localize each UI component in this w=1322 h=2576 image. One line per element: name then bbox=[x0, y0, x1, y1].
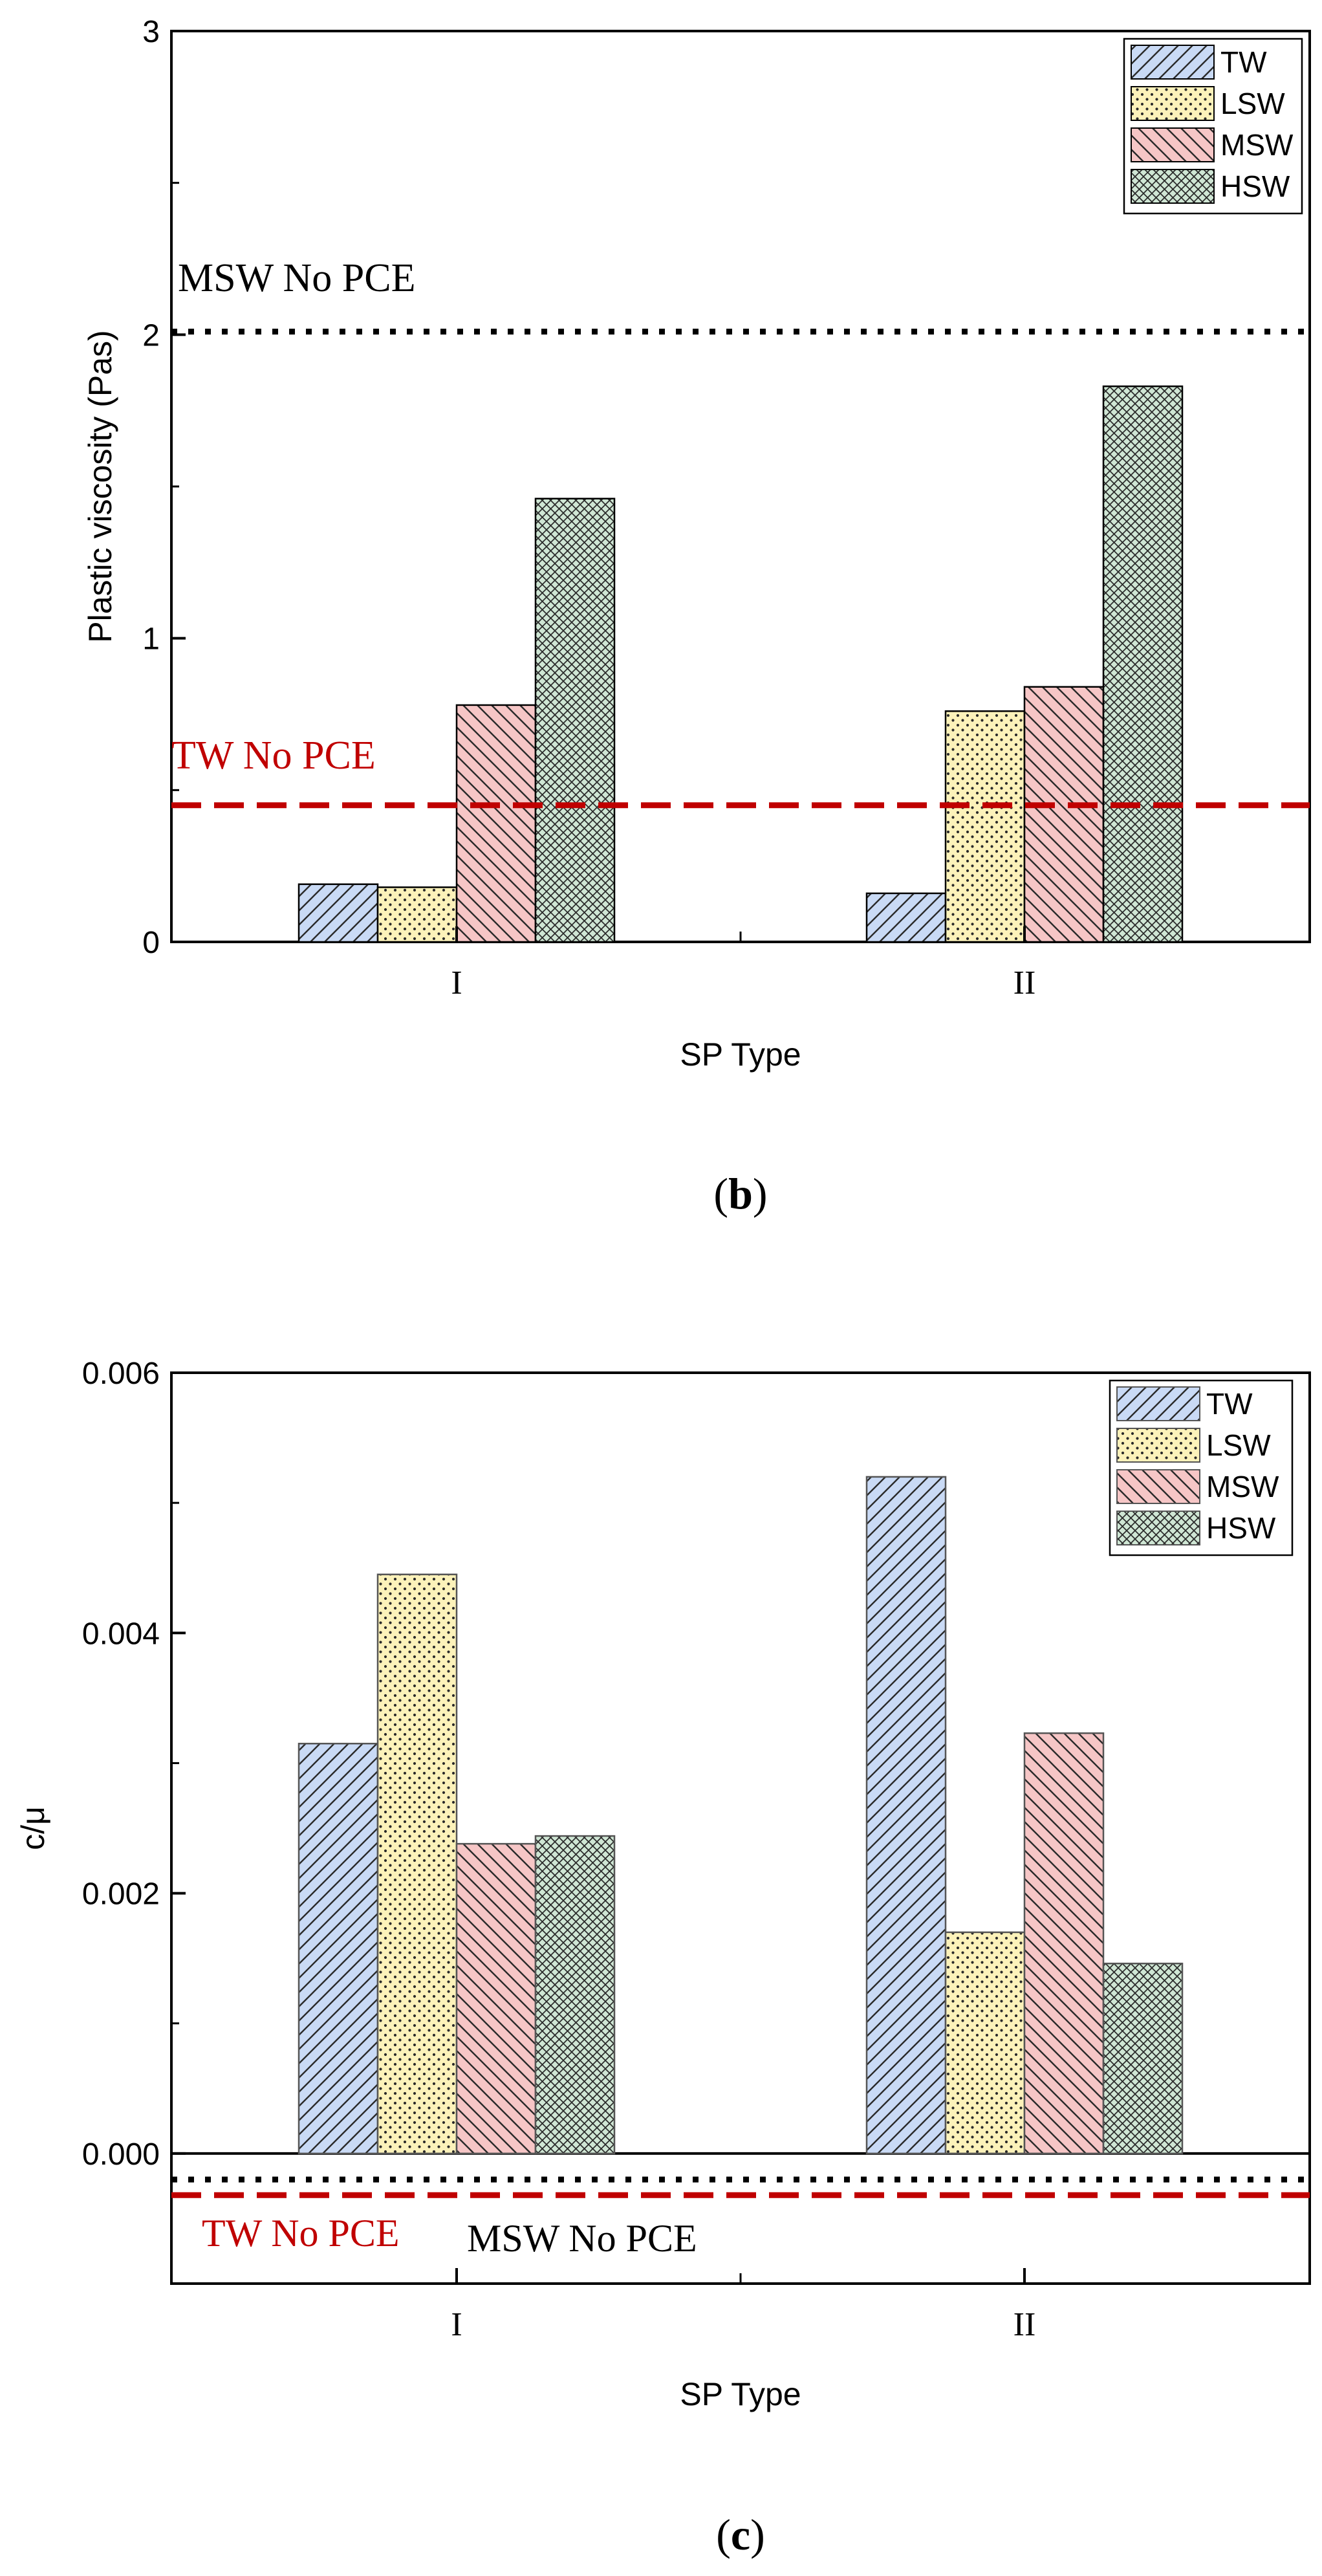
x-axis-ticks-c: I II bbox=[451, 2268, 1035, 2343]
bar-b-lsw-ii bbox=[944, 710, 1026, 943]
bars-c bbox=[298, 1476, 1184, 2155]
bar-b-msw-ii bbox=[1023, 686, 1105, 943]
bar-c-tw-ii bbox=[865, 1476, 947, 2155]
y-tick-label-c: 0.002 bbox=[82, 1877, 160, 1912]
legend-swatch-hsw-c bbox=[1116, 1511, 1200, 1545]
reference-lines-c: TW No PCE MSW No PCE bbox=[171, 2176, 1310, 2260]
panel-label-b: (b) bbox=[713, 1169, 767, 1218]
y-tick-label-b: 3 bbox=[142, 15, 160, 49]
legend-c: TW LSW MSW HSW bbox=[1109, 1379, 1294, 1556]
legend-label-lsw-c: LSW bbox=[1206, 1428, 1271, 1462]
legend-b: TW LSW MSW HSW bbox=[1123, 38, 1303, 215]
y-tick-label-b: 2 bbox=[142, 318, 160, 353]
legend-swatch-lsw-b bbox=[1131, 86, 1215, 121]
legend-swatch-hsw-b bbox=[1131, 169, 1215, 204]
y-axis-label-c: c/μ bbox=[15, 1806, 51, 1850]
legend-label-tw-b: TW bbox=[1220, 45, 1267, 79]
legend-swatch-msw-b bbox=[1131, 127, 1215, 162]
y-tick-label-b: 1 bbox=[142, 622, 160, 657]
panel-label-c: (c) bbox=[716, 2510, 765, 2559]
bar-b-hsw-i bbox=[534, 497, 616, 943]
reference-lines-b: MSW No PCE TW No PCE bbox=[171, 256, 1310, 809]
legend-label-hsw-b: HSW bbox=[1220, 169, 1290, 203]
bar-c-lsw-i bbox=[376, 1573, 458, 2155]
bar-c-hsw-ii bbox=[1102, 1962, 1184, 2155]
x-axis-label-c: SP Type bbox=[680, 2376, 801, 2412]
y-tick-label-c: 0.006 bbox=[82, 1357, 160, 1391]
legend-swatch-msw-c bbox=[1116, 1469, 1200, 1504]
y-tick-label-c: 0.000 bbox=[82, 2137, 160, 2172]
y-axis-ticks-c: 0.000 0.002 0.004 0.006 bbox=[82, 1357, 186, 2172]
legend-label-hsw-c: HSW bbox=[1206, 1511, 1276, 1545]
x-tick-label-c-i: I bbox=[451, 2306, 462, 2343]
ref-label-msw-no-pce-c: MSW No PCE bbox=[467, 2217, 697, 2260]
legend-label-msw-c: MSW bbox=[1206, 1470, 1279, 1503]
x-tick-label-c-ii: II bbox=[1013, 2306, 1036, 2343]
ref-label-tw-no-pce-c: TW No PCE bbox=[202, 2212, 400, 2254]
y-tick-label-c: 0.004 bbox=[82, 1617, 160, 1651]
bar-c-lsw-ii bbox=[944, 1931, 1026, 2155]
ref-label-tw-no-pce-b: TW No PCE bbox=[171, 734, 376, 778]
bar-b-msw-i bbox=[455, 704, 537, 943]
legend-swatch-tw-c bbox=[1116, 1386, 1200, 1421]
x-tick-label-b-ii: II bbox=[1013, 965, 1036, 1001]
bar-c-msw-i bbox=[455, 1842, 537, 2155]
bar-c-hsw-i bbox=[534, 1835, 616, 2155]
bar-b-tw-ii bbox=[865, 892, 947, 943]
x-axis-label-b: SP Type bbox=[680, 1036, 801, 1073]
y-axis-ticks-b: 0 1 2 3 bbox=[142, 15, 186, 960]
y-axis-label-b: Plastic viscosity (Pas) bbox=[82, 330, 118, 642]
legend-label-tw-c: TW bbox=[1206, 1387, 1253, 1421]
bar-b-hsw-ii bbox=[1102, 385, 1184, 943]
bar-b-tw-i bbox=[298, 883, 379, 943]
ref-label-msw-no-pce-b: MSW No PCE bbox=[178, 256, 416, 300]
panel-letter-c: c bbox=[731, 2510, 750, 2559]
x-tick-label-b-i: I bbox=[451, 965, 462, 1001]
bars-b bbox=[298, 385, 1184, 943]
bar-b-lsw-i bbox=[376, 886, 458, 943]
x-axis-ticks-b: I II bbox=[451, 926, 1035, 1001]
legend-label-msw-b: MSW bbox=[1220, 128, 1294, 162]
bar-c-tw-i bbox=[298, 1743, 379, 2155]
chart-c: TW No PCE MSW No PCE 0.0000.0020.0040.00… bbox=[15, 1357, 1311, 2559]
legend-swatch-lsw-c bbox=[1116, 1428, 1200, 1463]
panel-letter-b: b bbox=[728, 1169, 753, 1218]
y-tick-label-b: 0 bbox=[142, 926, 160, 960]
legend-label-lsw-b: LSW bbox=[1220, 87, 1285, 120]
legend-swatch-tw-b bbox=[1131, 45, 1215, 80]
bar-c-msw-ii bbox=[1023, 1732, 1105, 2155]
